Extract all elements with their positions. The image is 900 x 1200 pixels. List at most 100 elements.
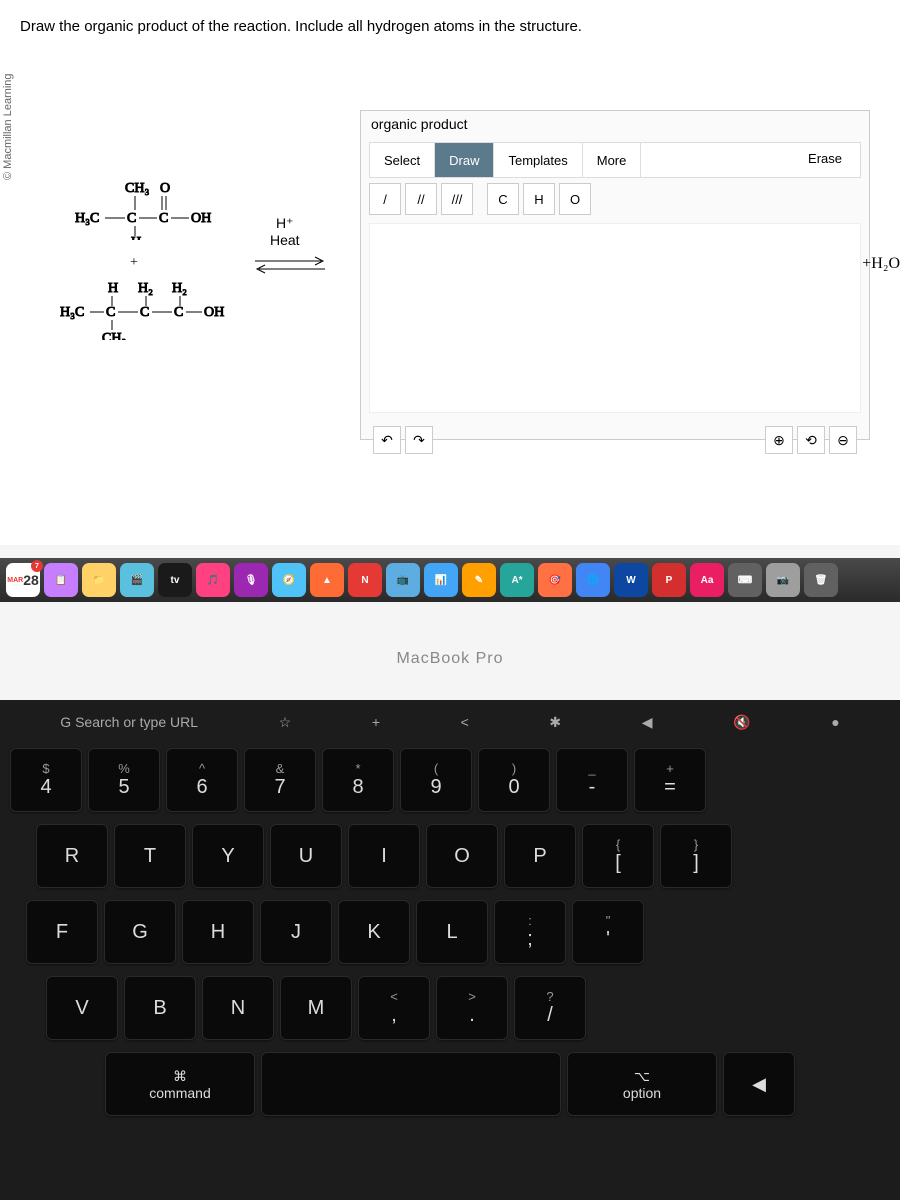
- option-key[interactable]: ⌥ option: [567, 1052, 717, 1116]
- keyboard: G Search or type URL ☆ + < ✱ ◀︎ 🔇 ● $4%5^6&7*8(…: [0, 700, 900, 1200]
- keyboard-key[interactable]: {[: [582, 824, 654, 888]
- redo-button[interactable]: ↷: [405, 426, 433, 454]
- keyboard-key[interactable]: "': [572, 900, 644, 964]
- command-icon: ⌘: [173, 1068, 187, 1085]
- undo-button[interactable]: ↶: [373, 426, 401, 454]
- triple-bond-tool[interactable]: ///: [441, 183, 473, 215]
- reaction-arrow: [255, 255, 325, 280]
- zoom-in-button[interactable]: ⊕: [765, 426, 793, 454]
- keyboard-key[interactable]: }]: [660, 824, 732, 888]
- touch-bar-item[interactable]: ◀︎: [642, 714, 653, 731]
- svg-text:OH: OH: [191, 211, 211, 226]
- keyboard-key[interactable]: I: [348, 824, 420, 888]
- dock-app-icon[interactable]: 📊: [424, 563, 458, 597]
- svg-text:H₃C: H₃C: [60, 305, 84, 320]
- dock-app-icon[interactable]: N: [348, 563, 382, 597]
- arrow-key[interactable]: ◀: [723, 1052, 795, 1116]
- dock-app-icon[interactable]: 🗑: [804, 563, 838, 597]
- tab-draw[interactable]: Draw: [435, 143, 494, 177]
- touch-bar-item[interactable]: +: [372, 714, 380, 731]
- keyboard-key[interactable]: $4: [10, 748, 82, 812]
- dock-app-icon[interactable]: 📋: [44, 563, 78, 597]
- touch-bar-item[interactable]: <: [461, 714, 469, 731]
- tab-templates[interactable]: Templates: [494, 143, 582, 177]
- keyboard-key[interactable]: U: [270, 824, 342, 888]
- keyboard-key[interactable]: O: [426, 824, 498, 888]
- carbon-button[interactable]: C: [487, 183, 519, 215]
- catalyst-heat: Heat: [270, 232, 300, 248]
- erase-button[interactable]: Erase: [790, 143, 860, 177]
- tab-more[interactable]: More: [583, 143, 642, 177]
- keyboard-key[interactable]: :;: [494, 900, 566, 964]
- keyboard-key[interactable]: %5: [88, 748, 160, 812]
- keyboard-key[interactable]: M: [280, 976, 352, 1040]
- dock-app-icon[interactable]: 📷: [766, 563, 800, 597]
- keyboard-key[interactable]: T: [114, 824, 186, 888]
- keyboard-key[interactable]: (9: [400, 748, 472, 812]
- keyboard-key[interactable]: K: [338, 900, 410, 964]
- spacebar-key[interactable]: [261, 1052, 561, 1116]
- dock-app-icon[interactable]: 🧭: [272, 563, 306, 597]
- dock-app-icon[interactable]: 🎵: [196, 563, 230, 597]
- keyboard-key[interactable]: ?/: [514, 976, 586, 1040]
- reactant-2: H H₂ H₂ H₃C C C C OH CH₃: [60, 280, 260, 345]
- dock-app-icon[interactable]: 🌐: [576, 563, 610, 597]
- keyboard-key[interactable]: <,: [358, 976, 430, 1040]
- dock-app-icon[interactable]: MAR287: [6, 563, 40, 597]
- keyboard-key[interactable]: *8: [322, 748, 394, 812]
- option-icon: ⌥: [634, 1068, 650, 1085]
- touch-bar-item[interactable]: ●: [831, 714, 839, 731]
- dock-app-icon[interactable]: ▲: [310, 563, 344, 597]
- dock-app-icon[interactable]: ✎: [462, 563, 496, 597]
- double-bond-tool[interactable]: //: [405, 183, 437, 215]
- keyboard-key[interactable]: B: [124, 976, 196, 1040]
- keyboard-key[interactable]: J: [260, 900, 332, 964]
- command-key[interactable]: ⌘ command: [105, 1052, 255, 1116]
- keyboard-key[interactable]: R: [36, 824, 108, 888]
- dock-app-icon[interactable]: 📺: [386, 563, 420, 597]
- dock-app-icon[interactable]: W: [614, 563, 648, 597]
- keyboard-key[interactable]: G: [104, 900, 176, 964]
- dock-app-icon[interactable]: 🎬: [120, 563, 154, 597]
- touch-bar-item[interactable]: G Search or type URL: [60, 714, 198, 731]
- keyboard-key[interactable]: N: [202, 976, 274, 1040]
- keyboard-key[interactable]: _-: [556, 748, 628, 812]
- reaction-conditions: H⁺ Heat: [270, 215, 300, 248]
- reactant-1: CH₃ O H₃C C C OH H: [75, 180, 255, 245]
- zoom-out-button[interactable]: ⊖: [829, 426, 857, 454]
- touch-bar-item[interactable]: 🔇: [733, 714, 750, 731]
- laptop-model: MacBook Pro: [0, 650, 900, 668]
- keyboard-key[interactable]: P: [504, 824, 576, 888]
- macos-dock: MAR287📋📁🎬tv🎵🎙🧭▲N📺📊✎A*🎯🌐WPAa⌨📷🗑: [0, 558, 900, 602]
- touch-bar-item[interactable]: ✱: [549, 714, 561, 731]
- keyboard-key[interactable]: &7: [244, 748, 316, 812]
- zoom-reset-button[interactable]: ⟲: [797, 426, 825, 454]
- touch-bar-item[interactable]: ☆: [279, 714, 292, 731]
- keyboard-key[interactable]: V: [46, 976, 118, 1040]
- dock-app-icon[interactable]: A*: [500, 563, 534, 597]
- svg-text:CH₃: CH₃: [102, 331, 126, 340]
- hydrogen-button[interactable]: H: [523, 183, 555, 215]
- dock-app-icon[interactable]: Aa: [690, 563, 724, 597]
- keyboard-key[interactable]: F: [26, 900, 98, 964]
- dock-app-icon[interactable]: tv: [158, 563, 192, 597]
- keyboard-key[interactable]: >.: [436, 976, 508, 1040]
- dock-app-icon[interactable]: 📁: [82, 563, 116, 597]
- dock-app-icon[interactable]: 🎯: [538, 563, 572, 597]
- keyboard-key[interactable]: H: [182, 900, 254, 964]
- keyboard-key[interactable]: )0: [478, 748, 550, 812]
- dock-app-icon[interactable]: ⌨: [728, 563, 762, 597]
- keyboard-key[interactable]: ^6: [166, 748, 238, 812]
- dock-app-icon[interactable]: P: [652, 563, 686, 597]
- catalyst-h: H⁺: [270, 215, 300, 232]
- keyboard-key[interactable]: Y: [192, 824, 264, 888]
- keyboard-key[interactable]: +=: [634, 748, 706, 812]
- drawing-canvas[interactable]: [369, 223, 861, 413]
- keyboard-key[interactable]: L: [416, 900, 488, 964]
- dock-app-icon[interactable]: 🎙: [234, 563, 268, 597]
- single-bond-tool[interactable]: /: [369, 183, 401, 215]
- oxygen-button[interactable]: O: [559, 183, 591, 215]
- svg-text:H: H: [108, 281, 118, 296]
- tab-select[interactable]: Select: [370, 143, 435, 177]
- plus-sign: +: [130, 255, 138, 271]
